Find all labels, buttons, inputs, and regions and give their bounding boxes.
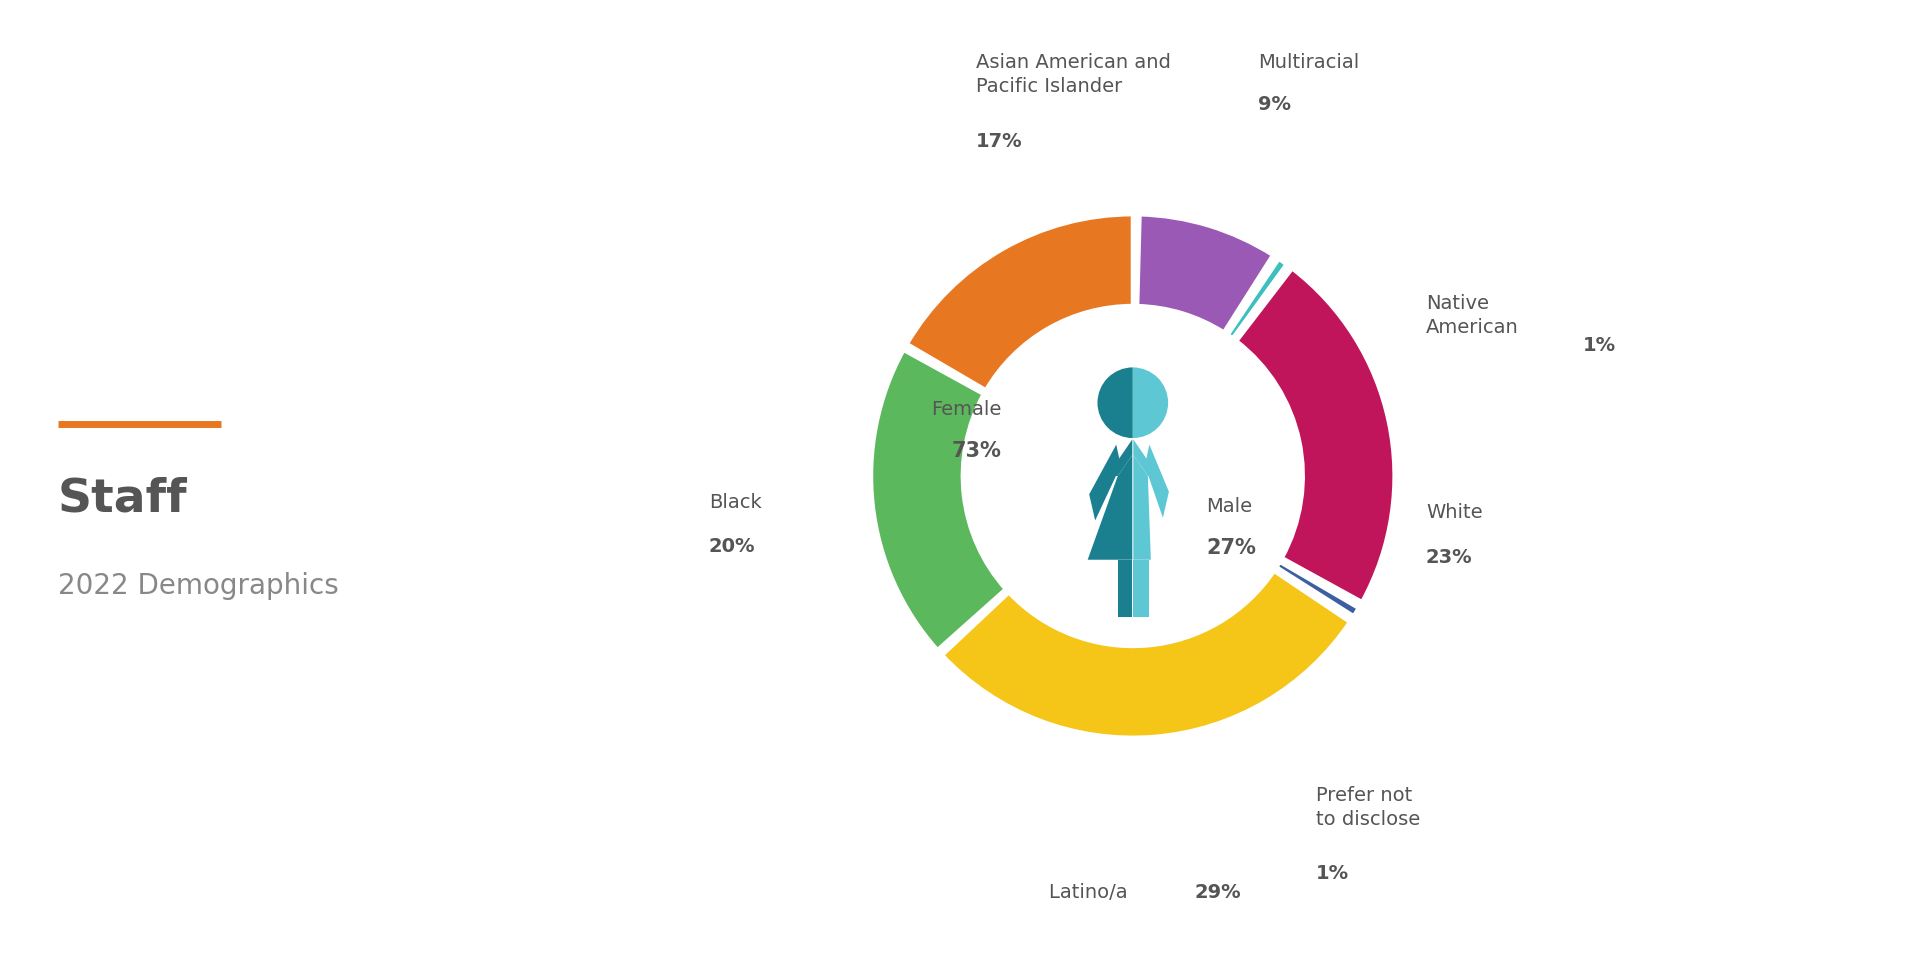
Wedge shape — [1277, 562, 1359, 617]
Text: 27%: 27% — [1206, 537, 1256, 558]
Polygon shape — [1089, 445, 1121, 521]
Text: Asian American and
Pacific Islander: Asian American and Pacific Islander — [975, 53, 1171, 96]
Text: 1%: 1% — [1315, 863, 1350, 882]
Text: Latino/a: Latino/a — [1048, 882, 1135, 901]
Polygon shape — [1144, 445, 1169, 518]
Circle shape — [962, 307, 1304, 646]
Polygon shape — [1108, 440, 1133, 476]
Polygon shape — [1133, 560, 1150, 618]
Text: 73%: 73% — [952, 441, 1002, 461]
Text: White: White — [1427, 502, 1482, 521]
Wedge shape — [1236, 269, 1394, 602]
Text: 29%: 29% — [1194, 882, 1240, 901]
Text: Black: Black — [708, 492, 762, 511]
Wedge shape — [1137, 215, 1273, 333]
Text: Multiracial: Multiracial — [1258, 53, 1359, 72]
Text: 1%: 1% — [1582, 335, 1617, 355]
Wedge shape — [1098, 368, 1133, 438]
Polygon shape — [1117, 560, 1133, 618]
Polygon shape — [1087, 456, 1133, 560]
Text: 23%: 23% — [1427, 547, 1473, 566]
Text: 2022 Demographics: 2022 Demographics — [58, 572, 338, 599]
Text: 17%: 17% — [975, 132, 1023, 151]
Polygon shape — [1133, 440, 1158, 476]
Text: 9%: 9% — [1258, 95, 1292, 113]
Text: Staff: Staff — [58, 476, 188, 521]
Text: Female: Female — [931, 400, 1002, 419]
Wedge shape — [1227, 259, 1286, 339]
Text: 20%: 20% — [708, 537, 755, 556]
Wedge shape — [943, 571, 1350, 738]
Text: Prefer not
to disclose: Prefer not to disclose — [1315, 785, 1421, 828]
Wedge shape — [872, 351, 1006, 650]
Text: Native
American: Native American — [1427, 294, 1519, 336]
Wedge shape — [906, 215, 1133, 391]
Text: Male: Male — [1206, 497, 1252, 516]
Polygon shape — [1133, 456, 1150, 560]
Wedge shape — [1133, 368, 1167, 438]
